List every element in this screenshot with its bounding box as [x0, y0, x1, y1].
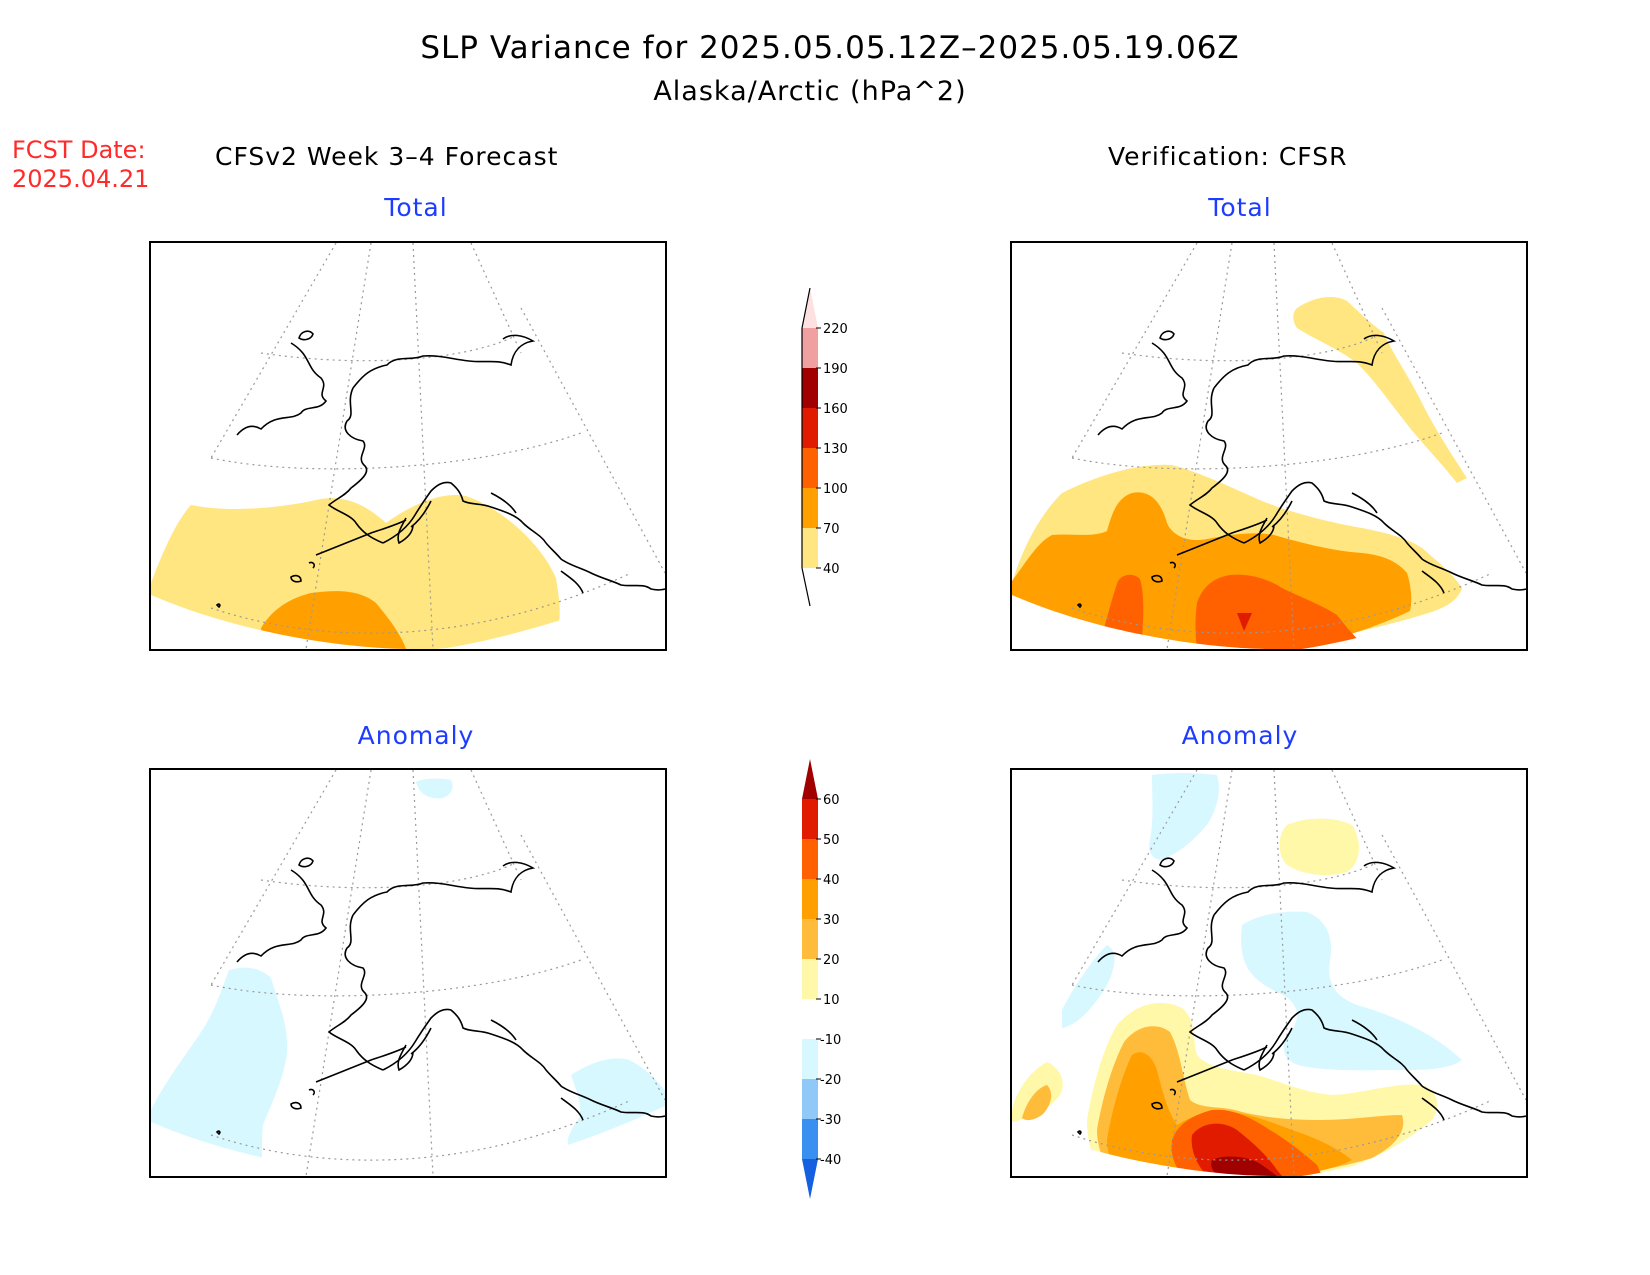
- anomaly-colorbar-label: 40: [823, 873, 840, 888]
- anomaly-colorbar-box: [802, 1119, 818, 1159]
- total-colorbar-top-taper: [802, 288, 818, 328]
- shading: [151, 494, 560, 649]
- total-colorbar-label: 70: [823, 522, 840, 537]
- anom-neg-region-north: [1149, 773, 1219, 860]
- forecast-total-title: Total: [384, 193, 448, 222]
- verification-total-title: Total: [1208, 193, 1272, 222]
- forecast-anomaly-map: [149, 768, 667, 1178]
- graticule: [210, 770, 665, 1176]
- total-colorbar-label: 130: [823, 442, 848, 457]
- total-colorbar-box: [802, 448, 818, 488]
- anomaly-colorbar-box: [802, 1079, 818, 1119]
- anomaly-colorbar-label: 20: [823, 953, 840, 968]
- coastline: [215, 330, 665, 609]
- anomaly-colorbar-top-triangle: [802, 759, 818, 799]
- coastline: [215, 857, 665, 1136]
- total-colorbar-bottom-taper: [801, 567, 811, 607]
- anomaly-colorbar-box: [802, 799, 818, 839]
- anom-neg-region-central: [1241, 911, 1462, 1071]
- total-colorbar-box: [802, 368, 818, 408]
- total-colorbar-box: [802, 328, 818, 368]
- anom-10-20-north: [1279, 818, 1359, 876]
- verification-column-title: Verification: CFSR: [1108, 142, 1348, 171]
- anomaly-colorbar-bottom-triangle: [802, 1159, 818, 1199]
- total-130-160-spot: [1237, 613, 1252, 631]
- anom-neg-region-north: [416, 778, 453, 799]
- anomaly-colorbar-label: 30: [823, 913, 840, 928]
- anom-20-30-west: [1022, 1085, 1052, 1121]
- total-100-130-center: [1195, 574, 1367, 649]
- anomaly-colorbar-label: 60: [823, 793, 840, 808]
- projection-mask: [151, 579, 665, 649]
- verification-total-map: [1010, 241, 1528, 651]
- forecast-date-label: FCST Date:: [12, 136, 146, 164]
- anomaly-colorbar-box: [802, 879, 818, 919]
- total-colorbar-box: [802, 528, 818, 568]
- total-40-70-region: [151, 494, 560, 649]
- forecast-anomaly-title: Anomaly: [357, 721, 475, 750]
- anomaly-colorbar-label: -10: [820, 1033, 841, 1048]
- anomaly-colorbar: -40 -30 -20 -10 10 20 30 40 50 60: [802, 759, 841, 1199]
- verification-anomaly-title: Anomaly: [1181, 721, 1299, 750]
- total-colorbar-label: 40: [823, 562, 840, 577]
- anom-neg-region-west: [1062, 945, 1115, 1028]
- verification-anomaly-map: [1010, 768, 1528, 1178]
- chart-title: SLP Variance for 2025.05.05.12Z–2025.05.…: [420, 30, 1240, 66]
- graticule: [1071, 243, 1526, 649]
- total-40-70-northeast: [1293, 297, 1467, 483]
- anomaly-colorbar-label: 50: [823, 833, 840, 848]
- anom-neg-region-east: [567, 1058, 665, 1150]
- forecast-date-value: 2025.04.21: [12, 165, 150, 193]
- projection-mask: [151, 1106, 665, 1176]
- anom-neg-region-west: [151, 967, 288, 1162]
- total-colorbar-label: 100: [823, 482, 848, 497]
- total-colorbar-box: [802, 488, 818, 528]
- chart-subtitle: Alaska/Arctic (hPa^2): [653, 76, 967, 107]
- total-colorbar-label: 220: [823, 322, 848, 337]
- forecast-date: FCST Date: 2025.04.21: [12, 136, 149, 194]
- anomaly-colorbar-box: [802, 1039, 818, 1079]
- shading: [1012, 773, 1462, 1176]
- anomaly-colorbar-label: -20: [820, 1073, 841, 1088]
- coastline: [1076, 330, 1526, 609]
- anomaly-colorbar-box: [802, 919, 818, 959]
- total-colorbar: 40 70 100 130 160 190 220: [801, 287, 848, 607]
- anom-60-plus-region: [1211, 1156, 1277, 1176]
- shading: [151, 778, 665, 1162]
- graticule: [1071, 770, 1526, 1176]
- total-colorbar-label: 160: [823, 402, 848, 417]
- total-colorbar-box: [802, 408, 818, 448]
- coastline: [1076, 857, 1526, 1136]
- total-colorbar-label: 190: [823, 362, 848, 377]
- anomaly-colorbar-label: 10: [823, 993, 840, 1008]
- anomaly-colorbar-label: -30: [820, 1113, 841, 1128]
- anomaly-colorbar-box: [802, 839, 818, 879]
- total-70-100-region: [261, 591, 406, 649]
- graticule: [210, 243, 665, 649]
- forecast-total-map: [149, 241, 667, 651]
- projection-mask: [1012, 579, 1526, 649]
- shading: [1012, 297, 1467, 649]
- anomaly-colorbar-label: -40: [820, 1153, 841, 1168]
- forecast-column-title: CFSv2 Week 3–4 Forecast: [215, 142, 559, 171]
- anomaly-colorbar-box: [802, 999, 818, 1039]
- total-colorbar-outline: [801, 287, 811, 568]
- anomaly-colorbar-box: [802, 959, 818, 999]
- projection-mask: [1012, 1106, 1526, 1176]
